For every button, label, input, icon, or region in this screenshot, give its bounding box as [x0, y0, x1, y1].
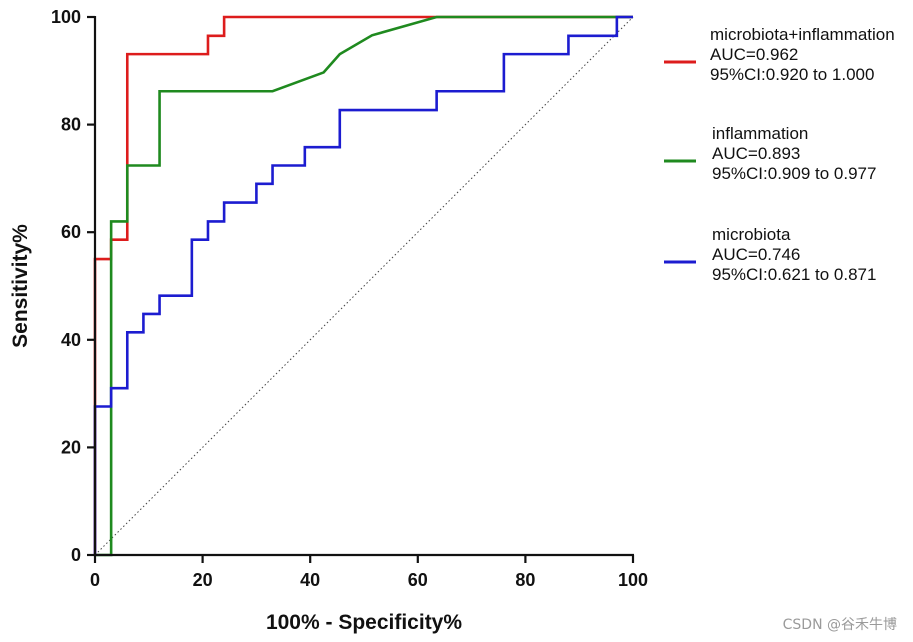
x-tick-label: 100	[618, 570, 648, 590]
legend-entry-microbiota-inflammation: microbiota+inflammation AUC=0.962 95%CI:…	[664, 25, 895, 84]
legend-ci: 95%CI:0.909 to 0.977	[712, 164, 876, 183]
series-group	[93, 15, 633, 557]
x-tick-label: 0	[90, 570, 100, 590]
plot-area: 0 20 40 60 80 100 0 20 40 60 80 100	[51, 7, 648, 590]
y-tick-label: 40	[61, 330, 81, 350]
roc-curve-microbiota	[93, 15, 633, 555]
legend-auc: AUC=0.962	[710, 45, 798, 64]
x-tick-label: 60	[408, 570, 428, 590]
y-tick-label: 80	[61, 115, 81, 135]
legend-entry-microbiota: microbiota AUC=0.746 95%CI:0.621 to 0.87…	[664, 225, 876, 284]
roc-curve-inflammation	[95, 15, 633, 557]
y-tick-label: 20	[61, 437, 81, 457]
y-axis-title: Sensitivity%	[9, 224, 32, 348]
x-tick-label: 80	[515, 570, 535, 590]
legend-auc: AUC=0.746	[712, 245, 800, 264]
watermark-text: CSDN @谷禾牛博	[783, 616, 897, 633]
legend-label: inflammation	[712, 124, 808, 143]
y-tick-label: 0	[71, 545, 81, 565]
x-axis-title: 100% - Specificity%	[266, 611, 462, 634]
y-tick-label: 100	[51, 7, 81, 27]
x-tick-label: 20	[193, 570, 213, 590]
legend-auc: AUC=0.893	[712, 144, 800, 163]
y-tick-label: 60	[61, 222, 81, 242]
legend-ci: 95%CI:0.920 to 1.000	[710, 65, 874, 84]
legend-label: microbiota+inflammation	[710, 25, 895, 44]
x-tick-label: 40	[300, 570, 320, 590]
x-axis-ticks: 0 20 40 60 80 100	[90, 555, 648, 590]
y-axis-ticks: 0 20 40 60 80 100	[51, 7, 95, 565]
legend-ci: 95%CI:0.621 to 0.871	[712, 265, 876, 284]
roc-curve-microbiota-inflammation	[93, 15, 633, 555]
legend-label: microbiota	[712, 225, 791, 244]
legend: microbiota+inflammation AUC=0.962 95%CI:…	[664, 25, 895, 284]
legend-entry-inflammation: inflammation AUC=0.893 95%CI:0.909 to 0.…	[664, 124, 876, 183]
reference-diagonal-line	[94, 16, 634, 556]
